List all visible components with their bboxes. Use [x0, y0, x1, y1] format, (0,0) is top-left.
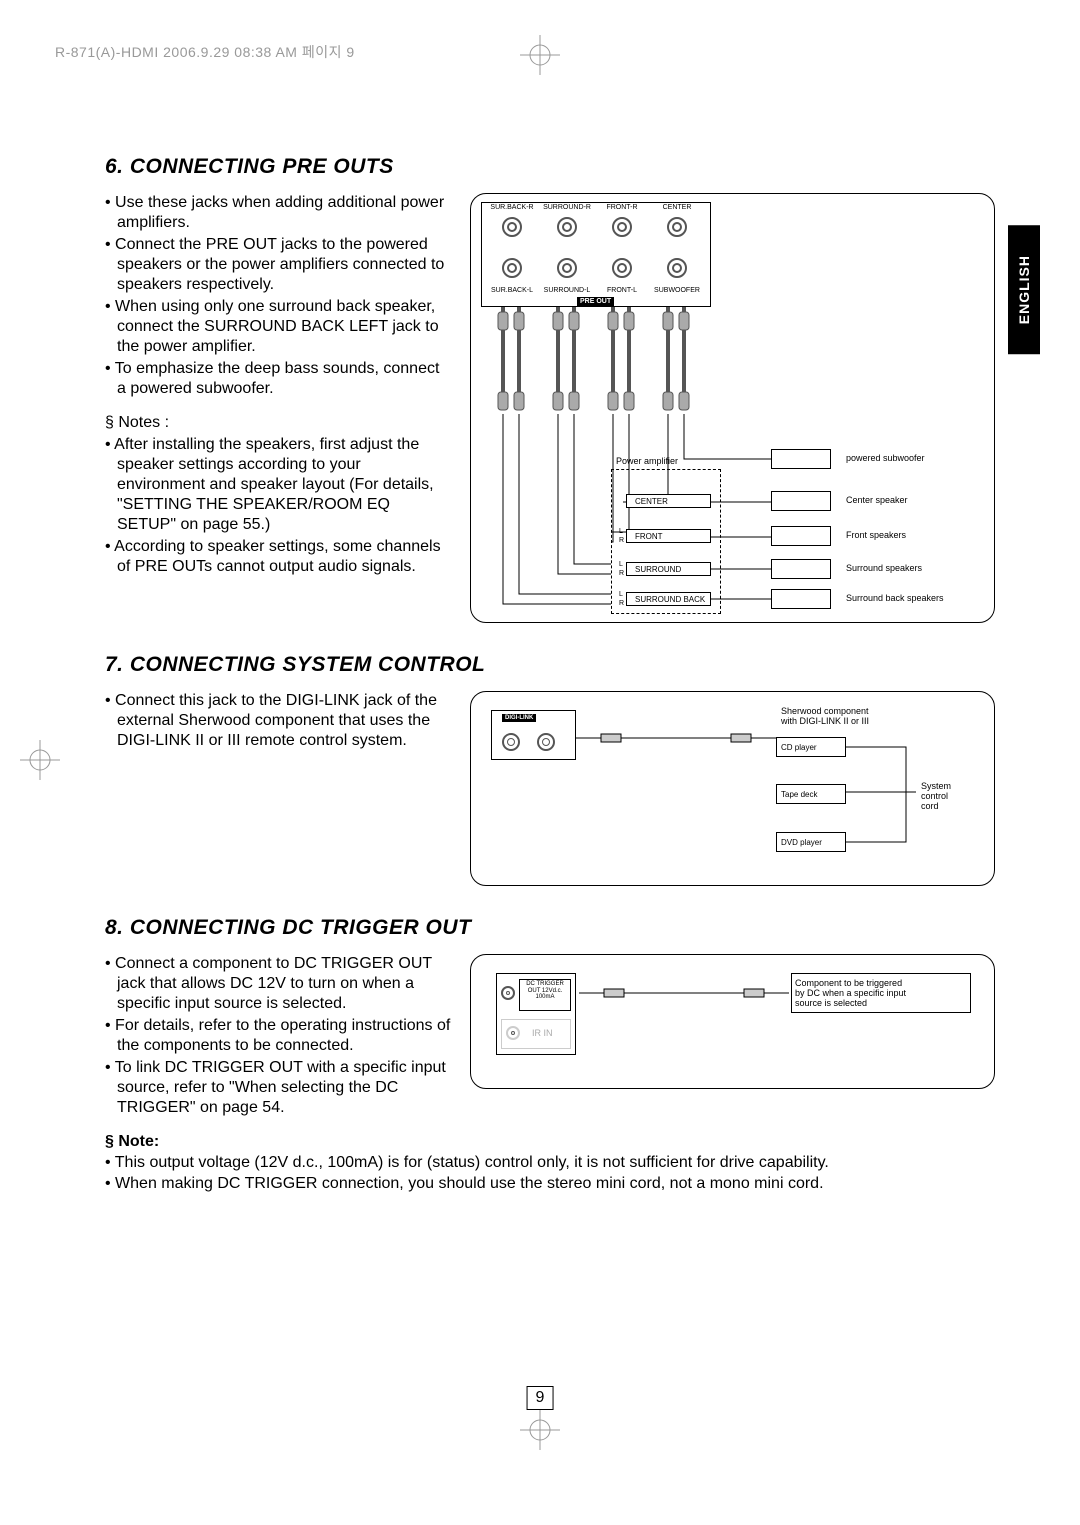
notes-label: § Notes :	[105, 413, 452, 433]
section-system-control: 7. CONNECTING SYSTEM CONTROL Connect thi…	[105, 653, 995, 886]
system-control-diagram: DIGI-LINK Sherwood component with DIGI-L…	[470, 691, 995, 886]
bullet: To link DC TRIGGER OUT with a specific i…	[105, 1058, 452, 1118]
crop-mark-icon	[520, 1410, 560, 1450]
section6-text: Use these jacks when adding additional p…	[105, 193, 452, 579]
digi-link-panel: DIGI-LINK	[491, 710, 576, 760]
speaker-label: Surround back speakers	[846, 594, 944, 604]
jack-label: SUBWOOFER	[652, 287, 702, 294]
jack-label: CENTER	[652, 204, 702, 211]
bullet: To emphasize the deep bass sounds, conne…	[105, 359, 452, 399]
jack-icon	[537, 733, 555, 751]
trigger-panel: DC TRIGGER OUT 12Vd.c. 100mA IR IN	[496, 973, 576, 1055]
section8-notes: § Note: This output voltage (12V d.c., 1…	[105, 1132, 995, 1194]
jack-icon	[502, 733, 520, 751]
rca-jack-icon	[502, 258, 522, 278]
speaker-icon	[771, 491, 831, 511]
preout-diagram: SUR.BACK-R SURROUND-R FRONT-R CENTER SUR…	[470, 193, 995, 623]
section-pre-outs: 6. CONNECTING PRE OUTS Use these jacks w…	[105, 155, 995, 623]
jack-label: SURROUND-L	[542, 287, 592, 294]
rca-jack-icon	[667, 258, 687, 278]
amp-channel: CENTER	[626, 494, 711, 508]
speaker-icon	[771, 589, 831, 609]
section-title: 8. CONNECTING DC TRIGGER OUT	[105, 916, 995, 940]
note-bullet: When making DC TRIGGER connection, you s…	[105, 1174, 995, 1195]
rca-jack-icon	[502, 217, 522, 237]
jack-panel: SUR.BACK-R SURROUND-R FRONT-R CENTER SUR…	[481, 202, 711, 307]
speaker-label: Center speaker	[846, 496, 908, 506]
page-number: 9	[527, 1386, 554, 1410]
bullet: When using only one surround back speake…	[105, 297, 452, 357]
speaker-label: Surround speakers	[846, 564, 922, 574]
digi-link-label: DIGI-LINK	[502, 714, 536, 722]
component-box: CD player	[776, 737, 846, 757]
crop-mark-icon	[20, 740, 60, 780]
component-box: DVD player	[776, 832, 846, 852]
routing-lines-icon	[481, 414, 991, 614]
irin-label: IR IN	[532, 1028, 553, 1038]
bullet: Connect a component to DC TRIGGER OUT ja…	[105, 954, 452, 1014]
cable-icon	[576, 728, 776, 748]
cord-label: System control cord	[921, 782, 951, 812]
amp-channel: LRFRONT	[626, 529, 711, 543]
rca-jack-icon	[667, 217, 687, 237]
rca-jack-icon	[557, 258, 577, 278]
jack-icon	[506, 1026, 520, 1040]
jack-label: FRONT-R	[597, 204, 647, 211]
bullet: Connect this jack to the DIGI-LINK jack …	[105, 691, 452, 751]
rca-jack-icon	[612, 217, 632, 237]
bullet: Connect the PRE OUT jacks to the powered…	[105, 235, 452, 295]
bullet: Use these jacks when adding additional p…	[105, 193, 452, 233]
speaker-icon	[771, 559, 831, 579]
jack-label: FRONT-L	[597, 287, 647, 294]
preout-label: PRE OUT	[577, 297, 614, 306]
speaker-label: Front speakers	[846, 531, 906, 541]
amp-channel: LRSURROUND BACK	[626, 592, 711, 606]
cable-wires-icon	[481, 307, 711, 422]
note-label: § Note:	[105, 1132, 995, 1153]
rca-jack-icon	[557, 217, 577, 237]
section-title: 7. CONNECTING SYSTEM CONTROL	[105, 653, 995, 677]
note-bullet: This output voltage (12V d.c., 100mA) is…	[105, 1153, 995, 1174]
cable-icon	[579, 983, 789, 1003]
speaker-icon	[771, 526, 831, 546]
bullet: For details, refer to the operating inst…	[105, 1016, 452, 1056]
jack-label: SUR.BACK-R	[487, 204, 537, 211]
header-print-info: R-871(A)-HDMI 2006.9.29 08:38 AM 페이지 9	[55, 42, 355, 62]
rca-jack-icon	[612, 258, 632, 278]
component-box: Tape deck	[776, 784, 846, 804]
power-amp-label: Power amplifier	[616, 457, 678, 467]
sherwood-label: Sherwood component with DIGI-LINK II or …	[781, 707, 869, 727]
triggered-component-box: Component to be triggered by DC when a s…	[791, 973, 971, 1013]
jack-label: SURROUND-R	[542, 204, 592, 211]
amp-channel: LRSURROUND	[626, 562, 711, 576]
jack-label: SUR.BACK-L	[487, 287, 537, 294]
irin-box: IR IN	[501, 1019, 571, 1049]
note-bullet: After installing the speakers, first adj…	[105, 435, 452, 535]
speaker-label: powered subwoofer	[846, 454, 925, 464]
trigger-label-box: DC TRIGGER OUT 12Vd.c. 100mA	[519, 979, 571, 1011]
section-dc-trigger: 8. CONNECTING DC TRIGGER OUT Connect a c…	[105, 916, 995, 1194]
crop-mark-icon	[520, 35, 560, 75]
dc-trigger-diagram: DC TRIGGER OUT 12Vd.c. 100mA IR IN Compo…	[470, 954, 995, 1089]
section7-text: Connect this jack to the DIGI-LINK jack …	[105, 691, 452, 753]
speaker-icon	[771, 449, 831, 469]
section-title: 6. CONNECTING PRE OUTS	[105, 155, 995, 179]
note-bullet: According to speaker settings, some chan…	[105, 537, 452, 577]
language-tab: ENGLISH	[1008, 225, 1040, 354]
jack-icon	[501, 986, 515, 1000]
section8-text: Connect a component to DC TRIGGER OUT ja…	[105, 954, 452, 1120]
